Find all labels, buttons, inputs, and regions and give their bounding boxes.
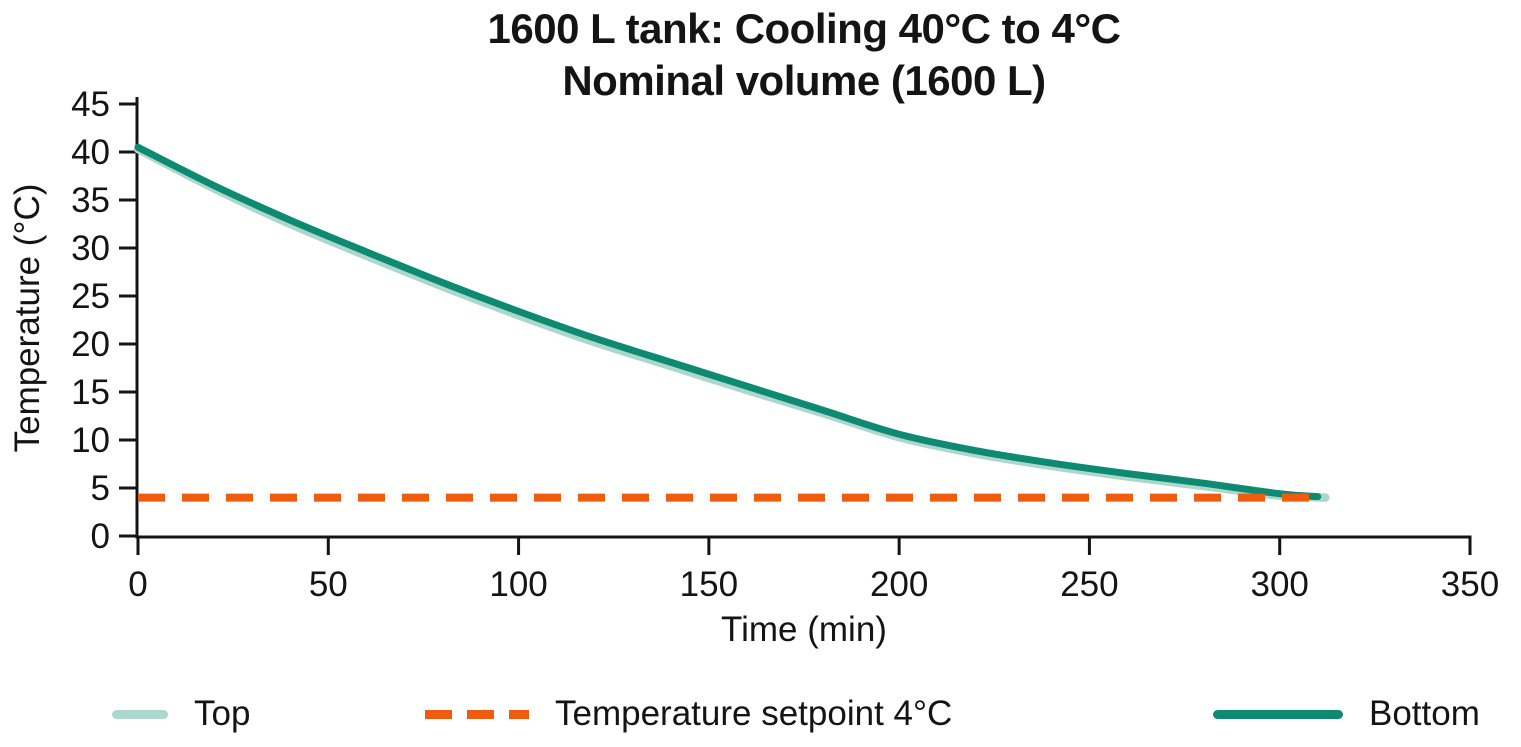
legend: Top Temperature setpoint 4°C Bottom: [0, 692, 1521, 736]
y-tick-label: 35: [71, 181, 110, 220]
bottom-line-swatch: [1213, 709, 1343, 719]
legend-label-top: Top: [194, 694, 251, 733]
x-tick-label: 50: [309, 565, 348, 604]
setpoint-dashed-line-swatch: [425, 709, 529, 719]
y-tick-label: 25: [71, 277, 110, 316]
series-top: [133, 144, 1330, 502]
x-axis-title: Time (min): [721, 610, 887, 649]
x-tick-label: 150: [680, 565, 738, 604]
y-tick-label: 15: [71, 373, 110, 412]
legend-item-top: Top: [112, 692, 250, 736]
chart-title: 1600 L tank: Cooling 40°C to 4°C: [487, 5, 1121, 52]
y-axis-title: Temperature (°C): [8, 183, 47, 453]
x-tick-label: 0: [128, 565, 147, 604]
y-tick-label: 45: [71, 85, 110, 124]
x-tick-label: 200: [870, 565, 928, 604]
x-tick-label: 300: [1251, 565, 1309, 604]
y-tick-label: 10: [71, 421, 110, 460]
x-tick-label: 250: [1060, 565, 1118, 604]
series-bottom: [134, 143, 1322, 501]
x-tick-label: 100: [489, 565, 547, 604]
legend-item-bottom: Bottom: [1213, 692, 1480, 736]
legend-label-bottom: Bottom: [1369, 694, 1480, 733]
chart-subtitle: Nominal volume (1600 L): [562, 57, 1046, 104]
y-tick-label: 0: [91, 517, 110, 556]
top-line-swatch: [112, 709, 168, 719]
legend-label-setpoint: Temperature setpoint 4°C: [555, 694, 953, 733]
y-tick-label: 5: [91, 469, 110, 508]
y-tick-label: 40: [71, 133, 110, 172]
y-tick-label: 20: [71, 325, 110, 364]
y-tick-label: 30: [71, 229, 110, 268]
legend-item-setpoint: Temperature setpoint 4°C: [425, 692, 952, 736]
x-tick-label: 350: [1441, 565, 1499, 604]
